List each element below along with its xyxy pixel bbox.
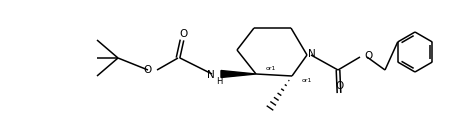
Text: N: N: [207, 70, 215, 80]
Text: N: N: [308, 49, 316, 59]
Text: H: H: [216, 76, 223, 86]
Text: O: O: [335, 81, 343, 91]
Text: O: O: [179, 29, 187, 39]
Text: O: O: [364, 51, 372, 61]
Text: or1: or1: [266, 66, 276, 72]
Text: or1: or1: [302, 78, 312, 84]
Text: O: O: [144, 65, 152, 75]
Polygon shape: [221, 70, 256, 78]
